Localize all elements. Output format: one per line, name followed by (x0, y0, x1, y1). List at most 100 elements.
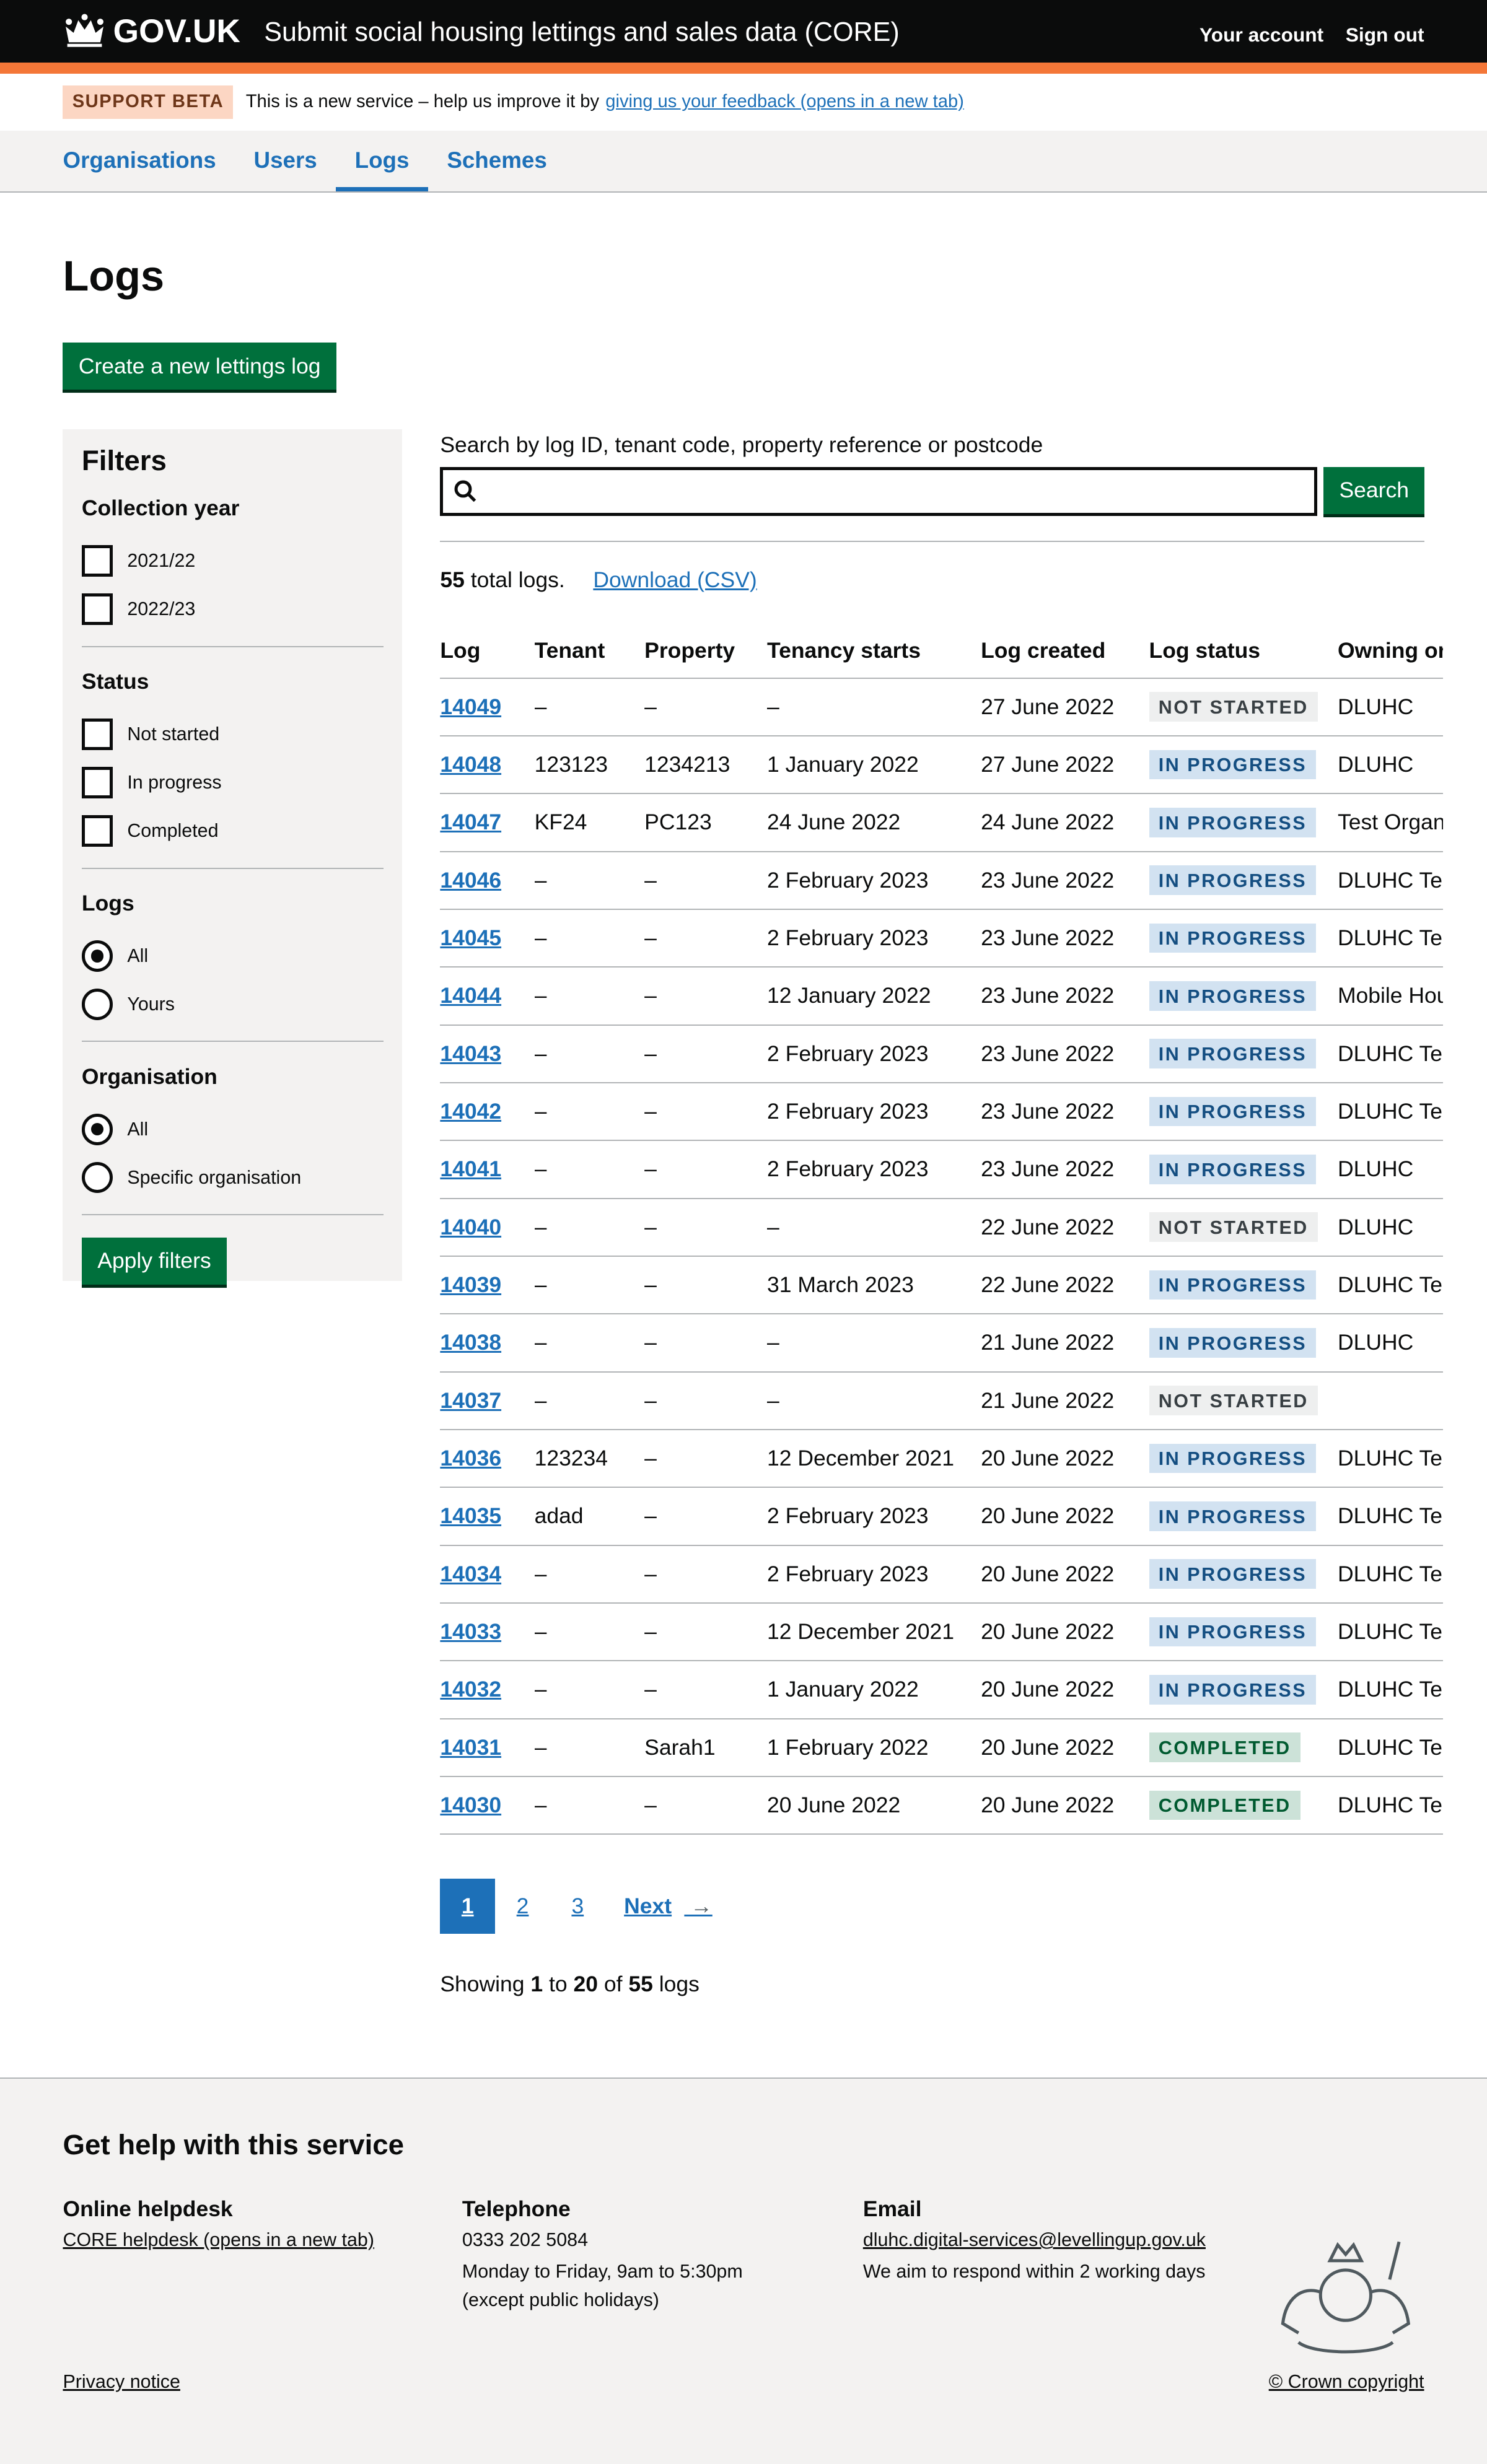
service-name[interactable]: Submit social housing lettings and sales… (264, 17, 900, 47)
cell-log-created: 20 June 2022 (981, 1429, 1149, 1488)
log-id-link[interactable]: 14034 (440, 1561, 502, 1586)
log-id-link[interactable]: 14031 (440, 1734, 502, 1760)
govuk-logo-link[interactable]: GOV.UK (63, 12, 240, 50)
table-row: 14044– –12 January 2022 23 June 2022 IN PRO… (440, 967, 1443, 1026)
checkbox[interactable] (81, 719, 113, 750)
status-badge: IN PROGRESS (1149, 1155, 1317, 1184)
cell-tenant: 123123 (534, 735, 645, 795)
checkbox[interactable] (81, 767, 113, 798)
search-icon (454, 480, 476, 502)
next-page-link[interactable]: Next → (624, 1879, 713, 1934)
sign-out-link[interactable]: Sign out (1345, 24, 1424, 46)
cell-log-status: NOT STARTED (1149, 678, 1338, 736)
nav-users[interactable]: Users (253, 147, 317, 173)
log-id-link[interactable]: 14033 (440, 1619, 502, 1645)
privacy-notice-link[interactable]: Privacy notice (63, 2370, 180, 2392)
log-id-link[interactable]: 14035 (440, 1503, 502, 1529)
radio-org-all[interactable]: All (81, 1105, 384, 1153)
nav-schemes[interactable]: Schemes (447, 147, 547, 173)
log-id-link[interactable]: 14048 (440, 752, 502, 777)
log-id-link[interactable]: 14030 (440, 1793, 502, 1818)
log-id-link[interactable]: 14037 (440, 1387, 502, 1413)
checkbox-completed[interactable]: Completed (81, 806, 384, 855)
checkbox-2021-22[interactable]: 2021/22 (81, 537, 384, 585)
cell-owning-or: DLUHC Tes (1337, 1661, 1443, 1719)
log-id-link[interactable]: 14046 (440, 867, 502, 893)
table-row: 14047 KF24 PC123 24 June 2022 24 June 2022 IN… (440, 793, 1443, 852)
apply-filters-button[interactable]: Apply filters (81, 1237, 227, 1285)
search-input[interactable] (440, 466, 1317, 516)
radio[interactable] (81, 988, 113, 1020)
radio-logs-all[interactable]: All (81, 932, 384, 980)
cell-log: 14035 (440, 1487, 535, 1546)
table-row: 14034– –2 February 2023 20 June 2022 IN PRO… (440, 1545, 1443, 1604)
create-lettings-log-button[interactable]: Create a new lettings log (63, 343, 336, 390)
cell-log-status: IN PROGRESS (1149, 735, 1338, 795)
cell-log-created: 23 June 2022 (981, 1024, 1149, 1083)
radio-org-specific[interactable]: Specific organisation (81, 1153, 384, 1202)
cell-log-status: IN PROGRESS (1149, 1314, 1338, 1373)
log-id-link[interactable]: 14042 (440, 1099, 502, 1124)
your-account-link[interactable]: Your account (1200, 24, 1324, 46)
option-label: In progress (127, 771, 222, 793)
log-id-link[interactable]: 14044 (440, 983, 502, 1008)
logs-table-wrapper[interactable]: Log Tenant Property Tenancy starts Log creat… (440, 593, 1443, 1835)
cell-log: 14039 (440, 1256, 535, 1315)
option-label: All (127, 1118, 149, 1140)
log-id-link[interactable]: 14032 (440, 1677, 502, 1702)
checkbox[interactable] (81, 545, 113, 577)
log-id-link[interactable]: 14045 (440, 925, 502, 951)
cell-property: Sarah1 (644, 1718, 768, 1777)
crown-copyright-link[interactable]: © Crown copyright (1268, 2370, 1424, 2392)
cell-tenancy-starts: 2 February 2023 (767, 1082, 981, 1142)
radio[interactable] (81, 1161, 113, 1194)
divider (440, 541, 1424, 542)
cell-tenant: adad (534, 1487, 645, 1546)
radio[interactable] (81, 940, 113, 972)
log-id-link[interactable]: 14049 (440, 694, 502, 719)
log-id-link[interactable]: 14036 (440, 1446, 502, 1471)
cell-log: 14033 (440, 1602, 535, 1662)
radio[interactable] (81, 1113, 113, 1145)
checkbox-2022-23[interactable]: 2022/23 (81, 585, 384, 634)
option-label: Not started (127, 723, 220, 745)
log-id-link[interactable]: 14040 (440, 1214, 502, 1239)
cell-tenant: – (534, 1082, 645, 1142)
checkbox-in-progress[interactable]: In progress (81, 759, 384, 807)
filter-label: Organisation (81, 1064, 217, 1089)
cell-log-status: IN PROGRESS (1149, 1429, 1338, 1488)
cell-owning-or: DLUHC (1337, 735, 1443, 795)
checkbox-not-started[interactable]: Not started (81, 710, 384, 759)
cell-tenant: – (534, 1776, 645, 1835)
radio-logs-yours[interactable]: Yours (81, 980, 384, 1028)
nav-organisations[interactable]: Organisations (63, 147, 216, 173)
cell-owning-or: DLUHC (1337, 1314, 1443, 1373)
search-button[interactable]: Search (1323, 466, 1424, 514)
table-row: 14043– –2 February 2023 23 June 2022 IN PRO… (440, 1024, 1443, 1083)
cell-owning-or: Test Organ (1337, 793, 1443, 852)
status-badge: IN PROGRESS (1149, 1039, 1317, 1069)
nav-logs[interactable]: Logs (336, 131, 428, 191)
column-header: Owning or (1337, 624, 1443, 679)
download-csv-link[interactable]: Download (CSV) (593, 567, 757, 592)
cell-property: PC123 (644, 793, 768, 852)
filter-label: Collection year (81, 496, 240, 521)
page-2-link[interactable]: 2 (516, 1894, 529, 1919)
page-1-link[interactable]: 1 (440, 1879, 496, 1934)
log-id-link[interactable]: 14038 (440, 1330, 502, 1355)
cell-log: 14038 (440, 1314, 535, 1373)
status-badge: IN PROGRESS (1149, 1096, 1317, 1127)
cell-tenancy-starts: 2 February 2023 (767, 1545, 981, 1604)
cell-tenant: – (534, 967, 645, 1026)
checkbox[interactable] (81, 815, 113, 847)
feedback-link[interactable]: giving us your feedback (opens in a new … (605, 92, 964, 112)
cell-log: 14048 (440, 735, 535, 795)
log-id-link[interactable]: 14047 (440, 810, 502, 835)
log-id-link[interactable]: 14043 (440, 1041, 502, 1066)
log-id-link[interactable]: 14041 (440, 1156, 502, 1182)
helpdesk-link[interactable]: CORE helpdesk (opens in a new tab) (63, 2229, 374, 2251)
log-id-link[interactable]: 14039 (440, 1272, 502, 1298)
checkbox[interactable] (81, 593, 113, 625)
page-3-link[interactable]: 3 (571, 1894, 584, 1919)
email-link[interactable]: dluhc.digital-services@levellingup.gov.u… (862, 2229, 1206, 2251)
